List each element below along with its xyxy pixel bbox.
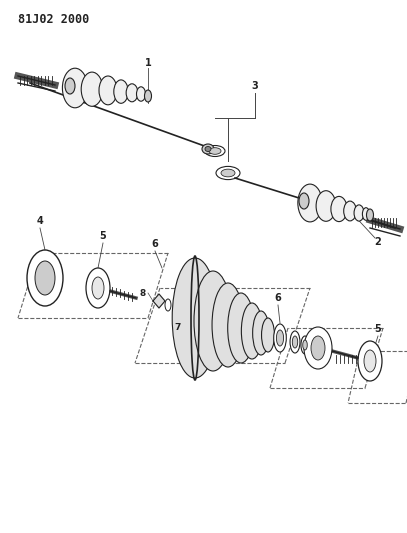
Ellipse shape [299, 193, 309, 209]
Ellipse shape [304, 327, 332, 369]
Text: 8: 8 [140, 288, 146, 297]
Ellipse shape [331, 196, 347, 222]
Ellipse shape [144, 90, 151, 102]
Ellipse shape [92, 277, 104, 299]
Ellipse shape [35, 261, 55, 295]
Ellipse shape [65, 78, 75, 94]
Text: 81J02 2000: 81J02 2000 [18, 13, 89, 26]
Ellipse shape [194, 271, 232, 371]
Ellipse shape [241, 303, 263, 359]
Ellipse shape [136, 87, 145, 101]
Ellipse shape [212, 283, 244, 367]
Ellipse shape [205, 147, 211, 151]
Ellipse shape [209, 148, 221, 154]
Ellipse shape [301, 336, 309, 354]
Ellipse shape [358, 341, 382, 381]
Ellipse shape [362, 208, 370, 220]
Ellipse shape [354, 205, 364, 221]
Text: 7: 7 [175, 324, 181, 333]
Text: 1: 1 [144, 58, 151, 68]
Ellipse shape [205, 146, 225, 157]
Ellipse shape [183, 307, 187, 315]
Text: 2: 2 [374, 237, 381, 247]
Ellipse shape [274, 324, 286, 352]
Ellipse shape [228, 293, 254, 363]
Ellipse shape [202, 144, 214, 154]
Ellipse shape [216, 166, 240, 180]
Ellipse shape [303, 340, 307, 350]
Ellipse shape [290, 331, 300, 353]
Text: 6: 6 [152, 239, 158, 249]
Ellipse shape [253, 311, 269, 355]
Ellipse shape [114, 80, 128, 103]
Polygon shape [153, 294, 165, 308]
Ellipse shape [172, 258, 218, 378]
Ellipse shape [316, 191, 336, 221]
Text: 3: 3 [252, 81, 258, 91]
Text: 4: 4 [37, 216, 44, 226]
Ellipse shape [344, 201, 356, 221]
Text: 5: 5 [374, 324, 381, 334]
Ellipse shape [311, 336, 325, 360]
Ellipse shape [165, 299, 171, 311]
Text: 5: 5 [100, 231, 106, 241]
Ellipse shape [175, 303, 180, 313]
Ellipse shape [221, 169, 235, 177]
Ellipse shape [27, 250, 63, 306]
Ellipse shape [126, 84, 138, 102]
Ellipse shape [99, 76, 117, 105]
Ellipse shape [364, 350, 376, 372]
Ellipse shape [81, 72, 103, 106]
Ellipse shape [86, 268, 110, 308]
Ellipse shape [298, 184, 322, 222]
Text: 6: 6 [275, 293, 281, 303]
Ellipse shape [366, 209, 374, 221]
Ellipse shape [276, 330, 284, 346]
Ellipse shape [292, 336, 298, 348]
Ellipse shape [262, 318, 274, 352]
Ellipse shape [62, 68, 88, 108]
